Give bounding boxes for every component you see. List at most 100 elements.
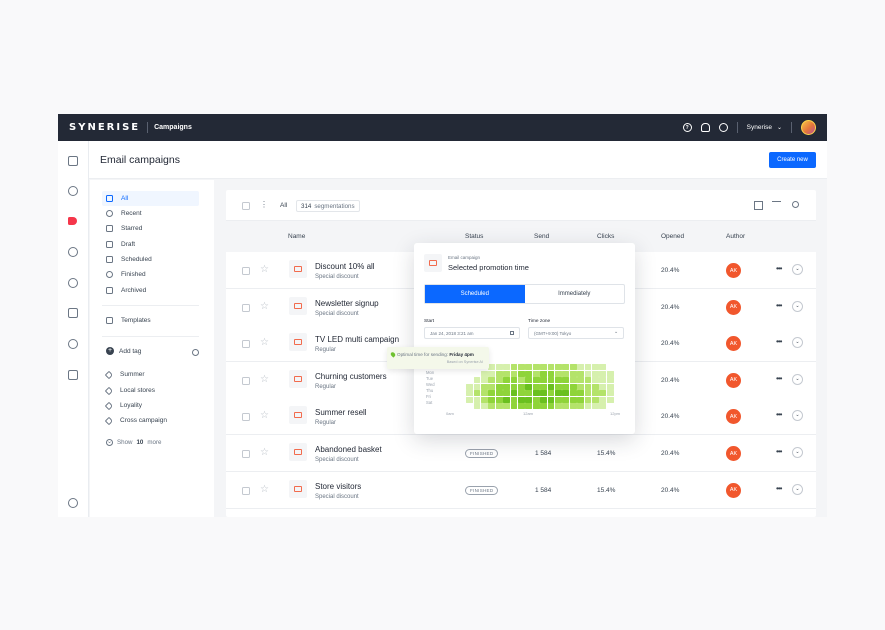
filter-draft[interactable]: Draft	[102, 237, 199, 252]
filter-all[interactable]: All	[102, 191, 199, 206]
user-avatar[interactable]	[801, 120, 816, 135]
search-analytics-icon[interactable]	[68, 339, 78, 349]
column-send[interactable]: Send	[534, 233, 550, 240]
compass-icon[interactable]	[718, 123, 728, 132]
table-row[interactable]: ☆ Abandoned basket Special discount FINISHE…	[226, 435, 816, 472]
filter-recent[interactable]: Recent	[102, 206, 199, 221]
row-checkbox[interactable]	[242, 267, 250, 275]
chevron-down-icon[interactable]: ⌄	[792, 410, 803, 422]
heatmap-cell	[532, 364, 540, 370]
row-checkbox[interactable]	[242, 450, 250, 458]
campaign-name[interactable]: Abandoned basket	[315, 445, 382, 454]
filter-templates[interactable]: Templates	[102, 313, 199, 328]
start-date-input[interactable]: Jan 24, 2018 3:21 am	[424, 327, 520, 339]
segmentations-chip[interactable]: 314 segmentations	[296, 200, 360, 212]
megaphone-icon[interactable]	[68, 217, 77, 225]
more-horizontal-icon[interactable]: •••	[776, 483, 782, 493]
show-more-tags[interactable]: ⌄ Show 10 more	[106, 439, 161, 446]
column-clicks[interactable]: Clicks	[597, 233, 615, 240]
star-icon[interactable]: ☆	[260, 447, 269, 458]
chevron-down-icon[interactable]: ⌄	[792, 300, 803, 312]
star-icon[interactable]: ☆	[260, 300, 269, 312]
filter-label: Templates	[121, 317, 151, 324]
play-icon[interactable]	[68, 278, 78, 288]
star-icon[interactable]: ☆	[260, 264, 269, 275]
heatmap-day-labels: Mon Tue Wed Thu Fri Sat	[426, 370, 440, 406]
row-checkbox[interactable]	[242, 486, 250, 495]
chevron-down-icon[interactable]: ⌄	[792, 337, 803, 349]
campaign-name[interactable]: Summer resell	[315, 408, 367, 418]
tag-summer[interactable]: Summer	[102, 367, 199, 382]
tag-loyality[interactable]: Loyality	[102, 398, 199, 413]
star-icon[interactable]: ☆	[260, 337, 269, 349]
select-all-checkbox[interactable]	[242, 202, 250, 210]
tab-immediately[interactable]: Immediately	[558, 291, 591, 297]
add-tag-button[interactable]: + Add tag	[106, 347, 141, 355]
filter-icon[interactable]	[772, 201, 781, 208]
heatmap-cell	[495, 383, 503, 390]
heatmap-cell	[606, 383, 614, 390]
settings-icon[interactable]	[68, 498, 78, 508]
tag-cross-campaign[interactable]: Cross campaign	[102, 413, 199, 428]
more-horizontal-icon[interactable]: •••	[776, 264, 782, 273]
column-name[interactable]: Name	[288, 233, 306, 240]
column-opened[interactable]: Opened	[661, 233, 685, 240]
star-icon[interactable]: ☆	[260, 483, 269, 495]
more-horizontal-icon[interactable]: •••	[776, 447, 782, 456]
campaign-name[interactable]: TV LED multi campaign	[315, 335, 400, 345]
campaign-name[interactable]: Store visitors	[315, 481, 362, 491]
heatmap-cell	[473, 377, 481, 383]
row-checkbox[interactable]	[242, 376, 250, 385]
user-icon[interactable]	[68, 186, 78, 196]
search-icon[interactable]	[792, 201, 799, 208]
timezone-select[interactable]: (GMT+9:00) Tokyo ⌄	[528, 327, 624, 339]
chart-icon[interactable]	[68, 308, 78, 318]
mail-icon-box	[289, 406, 307, 425]
synerise-logo[interactable]: SYNERISE	[69, 122, 141, 133]
chevron-down-icon[interactable]: ⌄	[792, 447, 803, 458]
tab-scheduled[interactable]: Scheduled	[425, 285, 525, 303]
day-label: Tue	[426, 376, 434, 381]
column-author[interactable]: Author	[726, 233, 746, 240]
row-checkbox[interactable]	[242, 340, 250, 349]
more-vertical-icon[interactable]: ⋮	[260, 200, 268, 209]
chevron-down-icon[interactable]: ⌄	[792, 373, 803, 385]
folder-icon[interactable]	[68, 370, 78, 380]
layout-icon[interactable]	[68, 156, 78, 166]
column-status[interactable]: Status	[465, 233, 484, 240]
start-label: Start	[424, 319, 435, 324]
campaign-name[interactable]: Discount 10% all	[315, 262, 375, 271]
help-icon[interactable]: ?	[682, 123, 692, 132]
star-icon[interactable]: ☆	[260, 373, 269, 385]
heatmap-cell	[495, 396, 503, 403]
account-switcher[interactable]: Synerise ⌄	[747, 124, 782, 131]
heatmap-cell	[503, 383, 511, 390]
filter-starred[interactable]: Starred	[102, 221, 199, 236]
more-horizontal-icon[interactable]: •••	[776, 337, 782, 347]
filter-finished[interactable]: Finished	[102, 267, 199, 282]
more-horizontal-icon[interactable]: •••	[776, 410, 782, 420]
star-icon[interactable]: ☆	[260, 410, 269, 422]
search-icon[interactable]	[192, 349, 199, 356]
page-title: Email campaigns	[100, 154, 180, 166]
row-checkbox[interactable]	[242, 413, 250, 422]
table-row[interactable]: ☆ Store visitors Special discount FINISHED 1…	[226, 471, 816, 509]
heatmap-cell	[614, 384, 621, 390]
row-checkbox[interactable]	[242, 303, 250, 312]
more-horizontal-icon[interactable]: •••	[776, 373, 782, 383]
heatmap-cell	[614, 403, 621, 409]
opened-rate: 20.4%	[661, 413, 680, 421]
filter-archived[interactable]: Archived	[102, 283, 199, 298]
create-new-button[interactable]: Create new	[769, 152, 816, 168]
tooltip-value: Friday 4pm	[449, 352, 474, 357]
chevron-down-icon[interactable]: ⌄	[792, 483, 803, 495]
filter-scheduled[interactable]: Scheduled	[102, 252, 199, 267]
columns-icon[interactable]	[754, 201, 763, 210]
campaign-name[interactable]: Newsletter signup	[315, 298, 379, 308]
campaign-name[interactable]: Churning customers	[315, 371, 387, 381]
more-horizontal-icon[interactable]: •••	[776, 300, 782, 310]
bell-icon[interactable]	[700, 123, 710, 132]
tag-local-stores[interactable]: Local stores	[102, 383, 199, 398]
target-icon[interactable]	[68, 247, 78, 257]
chevron-down-icon[interactable]: ⌄	[792, 264, 803, 275]
